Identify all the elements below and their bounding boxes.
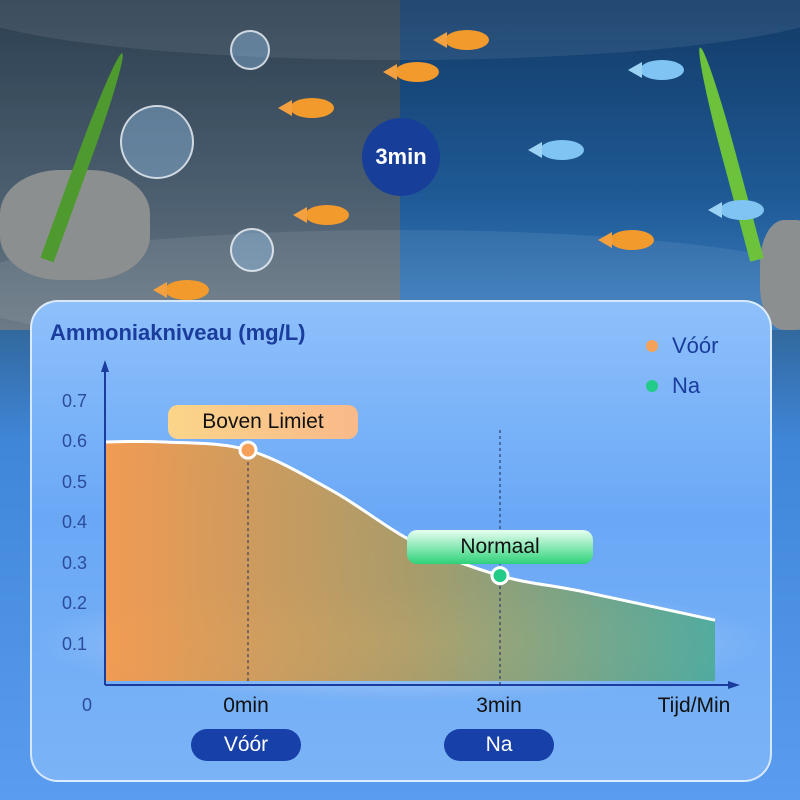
y-tick: 0.3 xyxy=(62,552,88,573)
x-axis-title: Tijd/Min xyxy=(657,694,731,717)
fish xyxy=(383,62,439,82)
legend-dot-before xyxy=(646,340,658,352)
y-axis-title: Ammoniakniveau (mg/L) xyxy=(50,320,306,345)
fish xyxy=(293,205,349,225)
fish xyxy=(708,200,764,220)
legend: Vóór Na xyxy=(646,326,718,406)
x-tick-0min: 0min xyxy=(223,694,269,717)
bacteria-bubble xyxy=(230,228,274,272)
y-axis-arrow xyxy=(101,360,109,372)
y-tick: 0 xyxy=(82,695,93,715)
x-tick-3min: 3min xyxy=(476,694,522,717)
annotation-normal: Normaal xyxy=(407,530,593,564)
bacteria-bubble xyxy=(120,105,194,179)
x-axis-arrow xyxy=(728,681,740,689)
data-point-before xyxy=(238,440,258,460)
bacteria-bubble xyxy=(230,30,270,70)
legend-item-before: Vóór xyxy=(646,326,718,366)
aquarium-photo: 3min xyxy=(0,0,800,330)
y-tick: 0.7 xyxy=(62,390,88,411)
pill-after: Na xyxy=(444,729,554,761)
legend-dot-after xyxy=(646,380,658,392)
annotation-above-limit: Boven Limiet xyxy=(168,405,358,439)
y-tick: 0.6 xyxy=(62,431,88,451)
data-point-after xyxy=(490,566,510,586)
y-tick: 0.4 xyxy=(62,512,88,532)
fish xyxy=(598,230,654,250)
fish xyxy=(433,30,489,50)
series-line xyxy=(105,439,716,622)
y-tick: 0.2 xyxy=(62,593,88,613)
pill-before: Vóór xyxy=(191,729,301,761)
y-tick: 0.5 xyxy=(62,471,88,492)
legend-label: Vóór xyxy=(672,333,719,358)
fish xyxy=(528,140,584,160)
fish xyxy=(278,98,334,118)
fish xyxy=(628,60,684,80)
legend-label: Na xyxy=(672,373,701,398)
fish xyxy=(153,280,209,300)
time-badge: 3min xyxy=(362,118,440,196)
legend-item-after: Na xyxy=(646,366,718,406)
y-tick: 0.1 xyxy=(62,633,88,654)
